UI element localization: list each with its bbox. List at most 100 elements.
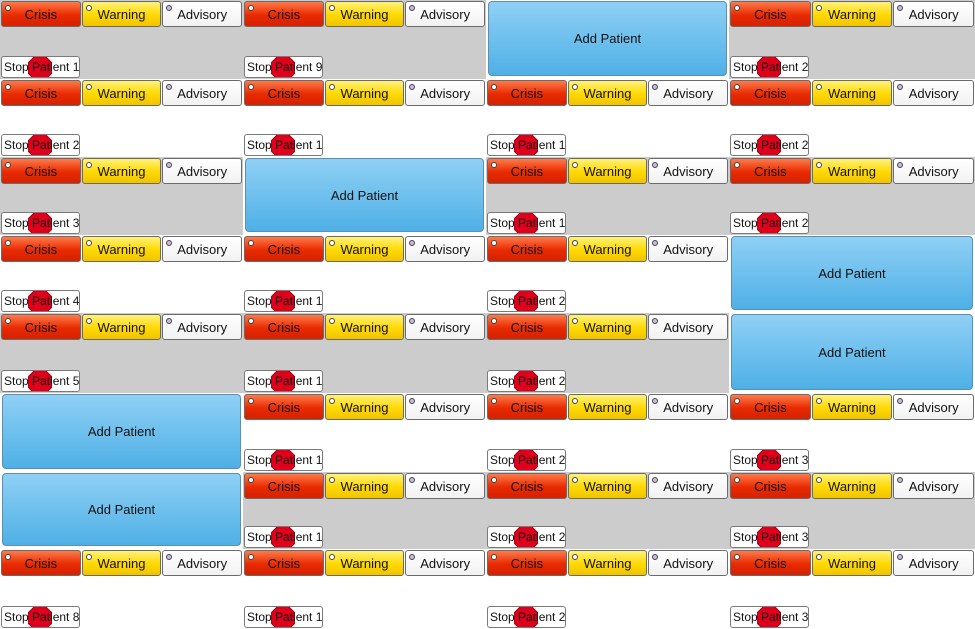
crisis-alarm-button[interactable]: Crisis	[487, 314, 567, 340]
stop-patient-button[interactable]: Stop Patient 16	[244, 606, 323, 628]
warning-alarm-button[interactable]: Warning	[81, 236, 162, 262]
stop-patient-button[interactable]: Stop Patient 13	[244, 370, 323, 392]
warning-alarm-button[interactable]: Warning	[324, 236, 405, 262]
warning-alarm-button[interactable]: Warning	[567, 314, 648, 340]
warning-alarm-button[interactable]: Warning	[324, 550, 405, 576]
stop-patient-button[interactable]: Stop Patient 23	[487, 526, 566, 548]
advisory-alarm-button[interactable]: Advisory	[162, 1, 243, 27]
stop-patient-button[interactable]: Stop Patient 8	[1, 606, 80, 628]
crisis-alarm-button[interactable]: Crisis	[244, 473, 324, 499]
crisis-alarm-button[interactable]: Crisis	[1, 236, 81, 262]
add-patient-button[interactable]: Add Patient	[2, 394, 241, 469]
advisory-alarm-button[interactable]: Advisory	[893, 473, 975, 499]
warning-alarm-button[interactable]: Warning	[324, 1, 405, 27]
stop-patient-button[interactable]: Stop Patient 10	[244, 134, 323, 156]
advisory-alarm-button[interactable]: Advisory	[893, 80, 975, 106]
crisis-alarm-button[interactable]: Crisis	[244, 1, 324, 27]
crisis-alarm-button[interactable]: Crisis	[487, 158, 567, 184]
warning-alarm-button[interactable]: Warning	[811, 158, 893, 184]
add-patient-button[interactable]: Add Patient	[731, 236, 973, 310]
crisis-alarm-button[interactable]: Crisis	[730, 550, 811, 576]
advisory-alarm-button[interactable]: Advisory	[405, 550, 486, 576]
crisis-alarm-button[interactable]: Crisis	[730, 1, 811, 27]
crisis-alarm-button[interactable]: Crisis	[1, 1, 81, 27]
warning-alarm-button[interactable]: Warning	[81, 314, 162, 340]
crisis-alarm-button[interactable]: Crisis	[1, 80, 81, 106]
stop-patient-button[interactable]: Stop Patient 18	[487, 134, 566, 156]
crisis-alarm-button[interactable]: Crisis	[244, 394, 324, 420]
stop-patient-button[interactable]: Stop Patient 9	[244, 56, 323, 78]
warning-alarm-button[interactable]: Warning	[324, 473, 405, 499]
crisis-alarm-button[interactable]: Crisis	[730, 394, 811, 420]
stop-patient-button[interactable]: Stop Patient 21	[487, 370, 566, 392]
warning-alarm-button[interactable]: Warning	[567, 394, 648, 420]
crisis-alarm-button[interactable]: Crisis	[1, 550, 81, 576]
advisory-alarm-button[interactable]: Advisory	[648, 80, 729, 106]
warning-alarm-button[interactable]: Warning	[567, 158, 648, 184]
advisory-alarm-button[interactable]: Advisory	[405, 80, 486, 106]
stop-patient-button[interactable]: Stop Patient 24	[487, 606, 566, 628]
stop-patient-button[interactable]: Stop Patient 31	[730, 526, 809, 548]
crisis-alarm-button[interactable]: Crisis	[244, 80, 324, 106]
stop-patient-button[interactable]: Stop Patient 2	[1, 134, 80, 156]
warning-alarm-button[interactable]: Warning	[324, 314, 405, 340]
stop-patient-button[interactable]: Stop Patient 19	[487, 212, 566, 234]
advisory-alarm-button[interactable]: Advisory	[162, 314, 243, 340]
advisory-alarm-button[interactable]: Advisory	[648, 236, 729, 262]
crisis-alarm-button[interactable]: Crisis	[244, 550, 324, 576]
advisory-alarm-button[interactable]: Advisory	[162, 550, 243, 576]
stop-patient-button[interactable]: Stop Patient 1	[1, 56, 80, 78]
add-patient-button[interactable]: Add Patient	[731, 314, 973, 390]
advisory-alarm-button[interactable]: Advisory	[162, 236, 243, 262]
warning-alarm-button[interactable]: Warning	[324, 394, 405, 420]
advisory-alarm-button[interactable]: Advisory	[405, 236, 486, 262]
advisory-alarm-button[interactable]: Advisory	[405, 1, 486, 27]
advisory-alarm-button[interactable]: Advisory	[648, 473, 729, 499]
crisis-alarm-button[interactable]: Crisis	[487, 394, 567, 420]
stop-patient-button[interactable]: Stop Patient 27	[730, 212, 809, 234]
advisory-alarm-button[interactable]: Advisory	[405, 473, 486, 499]
warning-alarm-button[interactable]: Warning	[811, 394, 893, 420]
crisis-alarm-button[interactable]: Crisis	[1, 314, 81, 340]
add-patient-button[interactable]: Add Patient	[245, 158, 484, 232]
stop-patient-button[interactable]: Stop Patient 4	[1, 290, 80, 312]
advisory-alarm-button[interactable]: Advisory	[405, 394, 486, 420]
advisory-alarm-button[interactable]: Advisory	[648, 394, 729, 420]
advisory-alarm-button[interactable]: Advisory	[893, 158, 975, 184]
stop-patient-button[interactable]: Stop Patient 14	[244, 449, 323, 471]
advisory-alarm-button[interactable]: Advisory	[893, 394, 975, 420]
crisis-alarm-button[interactable]: Crisis	[487, 473, 567, 499]
stop-patient-button[interactable]: Stop Patient 20	[487, 290, 566, 312]
warning-alarm-button[interactable]: Warning	[81, 1, 162, 27]
stop-patient-button[interactable]: Stop Patient 3	[1, 212, 80, 234]
warning-alarm-button[interactable]: Warning	[567, 550, 648, 576]
warning-alarm-button[interactable]: Warning	[81, 550, 162, 576]
crisis-alarm-button[interactable]: Crisis	[487, 80, 567, 106]
stop-patient-button[interactable]: Stop Patient 30	[730, 449, 809, 471]
advisory-alarm-button[interactable]: Advisory	[162, 158, 243, 184]
advisory-alarm-button[interactable]: Advisory	[893, 1, 975, 27]
advisory-alarm-button[interactable]: Advisory	[162, 80, 243, 106]
crisis-alarm-button[interactable]: Crisis	[730, 473, 811, 499]
advisory-alarm-button[interactable]: Advisory	[405, 314, 486, 340]
warning-alarm-button[interactable]: Warning	[811, 1, 893, 27]
warning-alarm-button[interactable]: Warning	[811, 473, 893, 499]
advisory-alarm-button[interactable]: Advisory	[648, 314, 729, 340]
crisis-alarm-button[interactable]: Crisis	[1, 158, 81, 184]
stop-patient-button[interactable]: Stop Patient 26	[730, 134, 809, 156]
warning-alarm-button[interactable]: Warning	[567, 236, 648, 262]
crisis-alarm-button[interactable]: Crisis	[487, 550, 567, 576]
warning-alarm-button[interactable]: Warning	[567, 473, 648, 499]
stop-patient-button[interactable]: Stop Patient 12	[244, 290, 323, 312]
warning-alarm-button[interactable]: Warning	[567, 80, 648, 106]
crisis-alarm-button[interactable]: Crisis	[244, 314, 324, 340]
stop-patient-button[interactable]: Stop Patient 22	[487, 449, 566, 471]
add-patient-button[interactable]: Add Patient	[2, 473, 241, 546]
warning-alarm-button[interactable]: Warning	[81, 80, 162, 106]
advisory-alarm-button[interactable]: Advisory	[648, 550, 729, 576]
crisis-alarm-button[interactable]: Crisis	[730, 158, 811, 184]
warning-alarm-button[interactable]: Warning	[811, 80, 893, 106]
add-patient-button[interactable]: Add Patient	[488, 1, 727, 76]
stop-patient-button[interactable]: Stop Patient 15	[244, 526, 323, 548]
crisis-alarm-button[interactable]: Crisis	[487, 236, 567, 262]
